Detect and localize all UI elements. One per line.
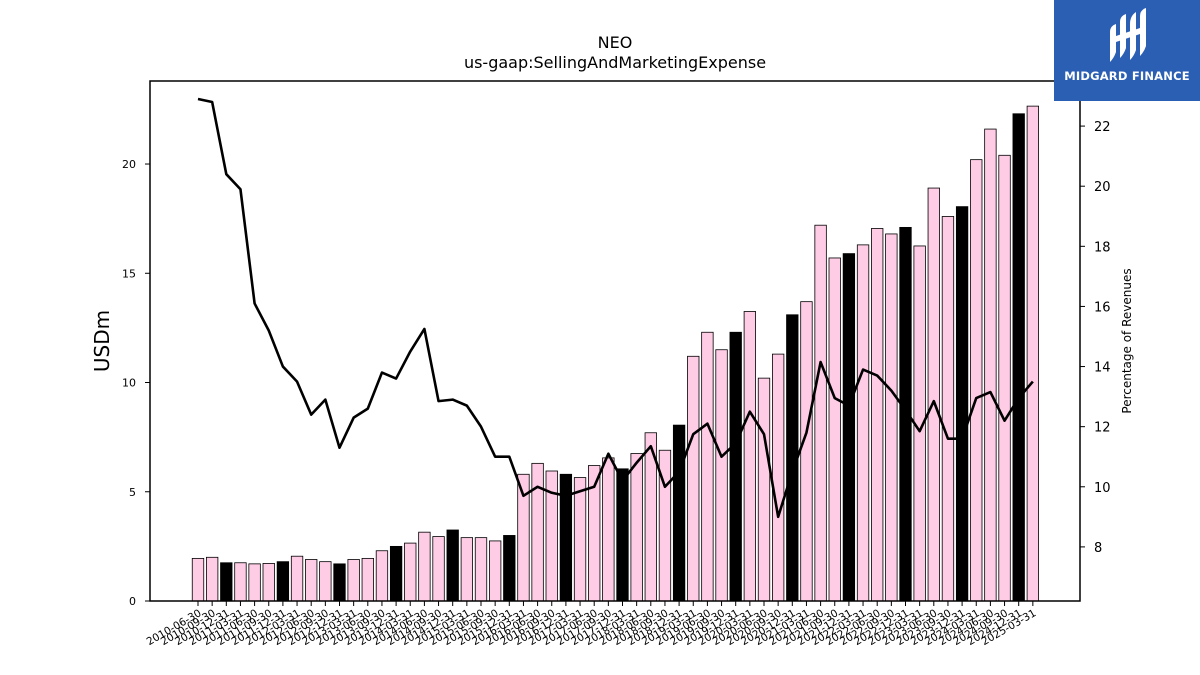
bar [687,355,700,602]
bar [404,542,417,602]
bar-series [191,105,1039,602]
bar [474,537,488,602]
bar [375,550,389,602]
y-tick-label: 10 [122,377,136,390]
brand-logo: MIDGARD FINANCE [1054,0,1200,101]
bar [701,331,714,602]
chart-subtitle: us-gaap:SellingAndMarketingExpense [464,53,766,72]
bar [941,216,955,602]
y-axis-right: 8 10 12 14 16 18 20 22 [1080,120,1111,556]
bar [531,462,544,602]
bar [970,159,983,602]
bar [361,557,374,602]
bar [432,536,445,602]
bar [503,535,516,602]
bar [418,531,431,602]
y2-tick-label: 18 [1094,240,1111,255]
bar [220,562,233,602]
y-tick-label: 5 [129,486,136,499]
chart-title: NEO [598,33,633,52]
bar [290,555,304,602]
bar [488,540,502,602]
y2-axis-label: Percentage of Revenues [1120,268,1134,413]
y2-tick-label: 20 [1094,180,1111,195]
bar [856,244,870,602]
bar [319,561,332,602]
bar [234,562,247,602]
y-axis-label: USDm [90,310,114,372]
bar [602,457,615,602]
bar [1012,113,1025,602]
line-path [197,97,1034,519]
y-tick-label: 20 [122,158,136,171]
bar [871,228,884,602]
bar [205,556,219,602]
y2-tick-label: 8 [1094,541,1102,556]
y2-tick-label: 16 [1094,300,1111,315]
bar [672,424,686,602]
bar [743,311,756,602]
bar [573,477,587,602]
bar [729,331,742,602]
y2-tick-label: 10 [1094,481,1111,496]
y2-tick-label: 22 [1094,120,1111,135]
bar [460,537,474,602]
bar [276,561,290,602]
bar [828,257,841,602]
bar [446,529,459,602]
bar [630,453,643,602]
bar [333,563,346,602]
bar [984,128,997,602]
bar [955,206,969,602]
bar [800,301,813,602]
y-tick-label: 0 [129,595,136,608]
bar [248,563,261,602]
bar [262,563,275,602]
bar [772,353,785,602]
plot-frame [149,80,1081,602]
y2-tick-label: 14 [1094,361,1111,376]
bar [389,545,403,602]
y2-tick-label: 12 [1094,421,1111,436]
bar [305,559,318,602]
bar [998,154,1011,602]
bar [927,187,940,602]
bar [757,377,771,602]
bar [715,349,728,602]
bar [191,557,205,602]
y-axis-left: 0 5 10 15 20 [122,158,150,608]
brand-name: MIDGARD FINANCE [1064,69,1190,83]
percentage-line-series [197,97,1034,519]
bar [814,224,827,602]
bar [885,233,898,602]
x-axis: 2010-06-302010-09-302010-12-312011-03-31… [145,601,1038,648]
bar [842,253,856,602]
bar [347,559,360,602]
midgard-logo-icon [1110,8,1146,62]
y-tick-label: 15 [122,267,136,280]
bar [616,468,629,602]
bar [1026,105,1039,602]
